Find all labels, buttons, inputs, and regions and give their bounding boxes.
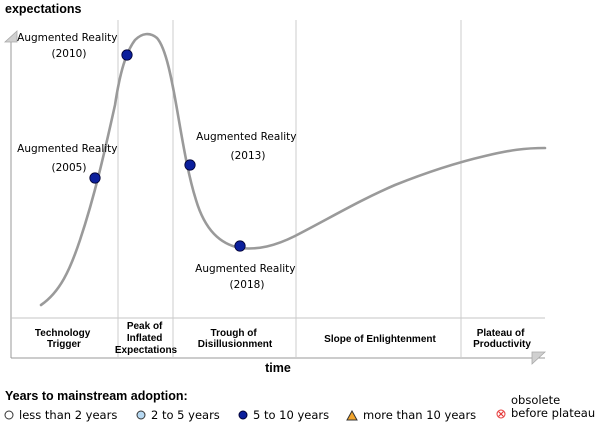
phase-label-plateau-of-productivity: Plateau of Productivity [473,328,531,350]
crossed-circle-icon [496,409,506,418]
point-label-ar-2005: Augmented Reality (2005) [17,143,121,174]
legend-label-line1: obsolete [511,393,561,407]
hype-cycle-diagram: expectations Technology Trigger Peak of … [3,2,547,375]
legend-item-5-to-10-years: 5 to 10 years [238,408,329,422]
hype-curve [39,32,547,307]
point-label-ar-2018: Augmented Reality (2018) [195,263,299,291]
legend-label: more than 10 years [363,408,477,422]
legend-label: less than 2 years [19,408,118,422]
point-label-ar-2013: Augmented Reality (2013) [196,131,300,162]
legend-item-less-than-2-years: less than 2 years [4,408,117,422]
legend-item-2-to-5-years: 2 to 5 years [136,408,220,422]
legend-item-more-than-10-years: more than 10 years [346,408,476,422]
light-blue-circle-icon [136,410,146,420]
dark-blue-circle-icon [238,410,248,420]
phase-label-peak-of-inflated-expectations: Peak of Inflated Expectations [115,321,178,356]
legend-item-obsolete-before-plateau: obsolete before plateau [496,394,595,420]
y-axis-label: expectations [5,2,81,16]
point-label-ar-2010: Augmented Reality (2010) [17,32,121,60]
legend-label: 5 to 10 years [253,408,330,422]
marker-ar-2018 [234,240,246,252]
adoption-legend: Years to mainstream adoption: less than … [0,386,609,434]
legend-title: Years to mainstream adoption: [5,389,188,403]
open-circle-icon [4,410,14,420]
legend-label: 2 to 5 years [151,408,220,422]
x-axis-arrow-icon [531,351,547,365]
marker-ar-2005 [89,172,101,184]
legend-label-line2: before plateau [511,406,596,420]
marker-ar-2010 [121,49,133,61]
phase-label-technology-trigger: Technology Trigger [35,328,93,350]
phase-label-trough-of-disillusionment: Trough of Disillusionment [198,328,273,350]
marker-ar-2013 [184,159,196,171]
orange-triangle-icon [346,409,358,420]
phase-label-slope-of-enlightenment: Slope of Enlightenment [324,334,436,345]
x-axis-label: time [265,361,291,375]
y-axis-arrow-icon [3,30,18,43]
